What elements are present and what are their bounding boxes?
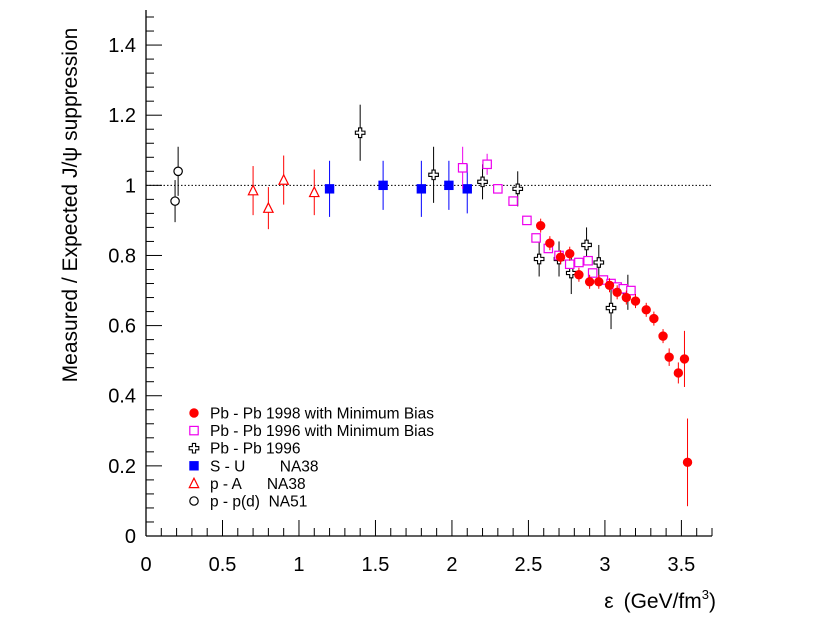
legend-marker — [189, 461, 199, 471]
data-point — [477, 176, 488, 188]
data-point — [565, 267, 577, 279]
data-point — [581, 239, 592, 251]
data-point — [604, 280, 615, 290]
data-point — [574, 257, 584, 268]
data-point — [354, 127, 366, 139]
data-point — [512, 183, 524, 195]
x-axis-title-symbol: ε — [604, 590, 613, 613]
x-axis-title: ε (GeV/fm3) — [604, 587, 716, 613]
data-point — [565, 249, 575, 259]
data-point — [658, 331, 668, 341]
data-point — [621, 292, 632, 303]
legend-label: p - A NA38 — [210, 476, 306, 493]
data-point — [545, 238, 555, 248]
legend-label: Pb - Pb 1996 with Minimum Bias — [210, 423, 434, 440]
data-point — [428, 169, 439, 181]
legend-marker — [189, 496, 199, 506]
series-open-circle — [170, 146, 183, 223]
series-open-triangle — [247, 155, 320, 230]
data-point — [574, 270, 584, 280]
frame-axes: 0 0.5 1 1.5 2 2.5 3 3.5 0 0.2 0.4 0.6 0.8 1 1.2 1.4 — [108, 10, 713, 576]
y-tick-label: 0 — [125, 526, 136, 548]
data-point — [679, 354, 690, 364]
data-point — [584, 277, 595, 287]
data-point — [673, 368, 684, 378]
x-axis-title-close: ) — [709, 590, 716, 613]
data-point — [378, 180, 388, 191]
data-point — [587, 268, 598, 278]
x-axis-title-exp: 3 — [702, 587, 709, 602]
x-tick-label: 3.5 — [667, 554, 695, 576]
data-point — [262, 201, 275, 213]
data-point — [508, 196, 518, 206]
y-ticks: 0 0.2 0.4 0.6 0.8 1 1.2 1.4 — [108, 16, 162, 548]
series-open-square — [457, 146, 636, 296]
data-point — [531, 233, 541, 243]
data-point — [664, 352, 674, 362]
legend-label: Pb - Pb 1996 — [210, 441, 300, 458]
x-axis-title-units: (GeV/fm — [624, 590, 702, 613]
y-tick-label: 0.8 — [108, 245, 136, 267]
y-tick-label: 1.2 — [108, 105, 136, 127]
data-point — [593, 257, 605, 268]
series-filled-circle — [535, 218, 693, 507]
data-point — [535, 220, 546, 231]
data-point — [416, 184, 427, 194]
data-series — [170, 104, 693, 507]
y-tick-label: 1.4 — [108, 35, 136, 57]
data-point — [555, 252, 566, 262]
legend-marker — [189, 408, 199, 418]
legend-label: Pb - Pb 1998 with Minimum Bias — [210, 406, 434, 423]
legend-marker — [189, 425, 199, 436]
data-point — [247, 184, 259, 196]
data-point — [324, 184, 335, 194]
data-point — [493, 184, 503, 194]
y-tick-label: 0.2 — [108, 456, 136, 478]
x-ticks: 0 0.5 1 1.5 2 2.5 3 3.5 — [140, 520, 713, 576]
series-filled-square — [324, 160, 472, 217]
data-point — [533, 253, 545, 265]
data-point — [308, 185, 320, 198]
y-tick-label: 0.6 — [108, 316, 136, 338]
series-open-cross — [354, 104, 634, 330]
data-point — [482, 159, 492, 170]
data-point — [630, 296, 641, 306]
data-point — [173, 166, 183, 177]
y-axis-title: Measured / Expected J/ψ suppression — [59, 28, 82, 383]
x-tick-label: 0.5 — [209, 554, 237, 576]
data-point — [522, 215, 532, 226]
x-tick-label: 3 — [599, 554, 610, 576]
legend-marker — [188, 442, 200, 454]
x-tick-label: 1.5 — [362, 554, 390, 576]
legend-label: p - p(d) NA51 — [210, 494, 307, 511]
data-point — [583, 255, 593, 266]
data-point — [564, 259, 575, 270]
data-point — [170, 196, 180, 206]
legend-label: S - U NA38 — [210, 458, 319, 475]
data-point — [605, 302, 617, 314]
x-tick-label: 0 — [140, 554, 151, 576]
data-point — [649, 313, 659, 324]
data-point — [457, 163, 468, 173]
data-point — [278, 173, 290, 185]
y-tick-label: 1 — [125, 175, 136, 197]
data-point — [462, 184, 472, 194]
y-tick-label: 0.4 — [108, 386, 136, 408]
data-point — [594, 277, 604, 287]
x-tick-label: 1 — [293, 554, 304, 576]
data-point — [612, 287, 622, 297]
legend-marker — [188, 476, 200, 489]
x-tick-label: 2.5 — [515, 554, 543, 576]
data-point — [444, 180, 454, 191]
x-tick-label: 2 — [446, 554, 457, 576]
data-point — [641, 305, 651, 315]
data-point — [682, 457, 693, 468]
